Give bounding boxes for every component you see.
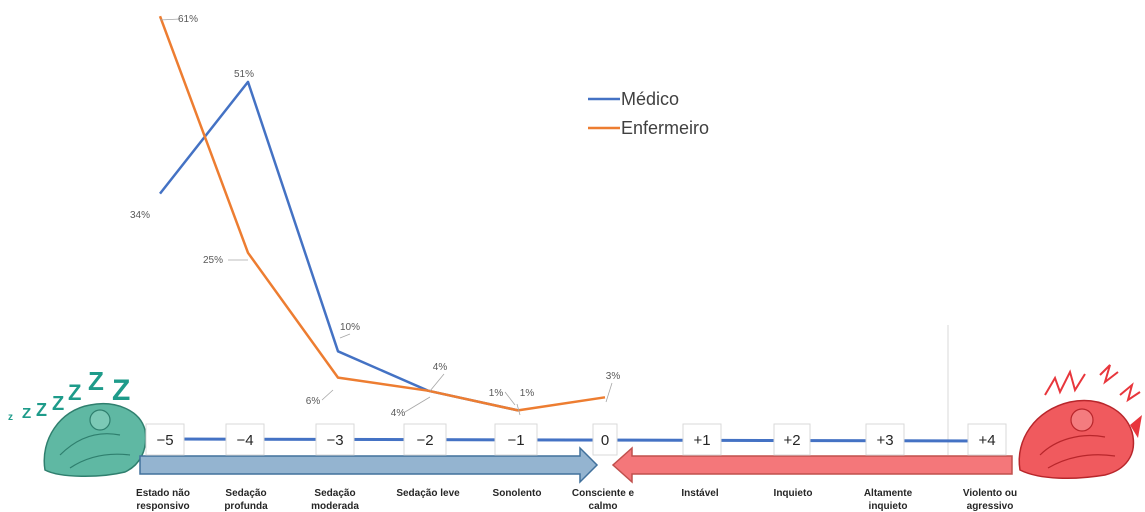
state-label: Consciente e xyxy=(572,488,635,499)
sedation-arrow xyxy=(139,446,599,484)
state-label: Sonolento xyxy=(493,488,542,499)
leader-line xyxy=(404,396,431,413)
scale-box-9 xyxy=(967,423,1007,456)
state-label: Sedação leve xyxy=(396,488,460,499)
svg-text:Z: Z xyxy=(52,393,64,415)
state-label: agressivo xyxy=(967,501,1014,512)
svg-text:Z: Z xyxy=(68,380,81,405)
scale-value-label: −5 xyxy=(156,432,173,449)
state-label: Altamente xyxy=(864,488,913,499)
state-label: Sedação xyxy=(225,488,266,499)
scale-value-label: +2 xyxy=(783,432,800,449)
state-label: moderada xyxy=(311,501,359,512)
leader-line xyxy=(321,389,334,401)
leader-line xyxy=(429,373,445,392)
data-label-enfermeiro: 6% xyxy=(306,396,321,407)
leader-line xyxy=(516,403,521,416)
scale-box-1 xyxy=(225,423,265,456)
scale-box-4 xyxy=(494,423,538,456)
data-label-enfermeiro: 1% xyxy=(520,388,535,399)
data-label-enfermeiro: 25% xyxy=(203,255,223,266)
scale-box-0 xyxy=(145,423,185,456)
scale-value-label: +4 xyxy=(978,432,995,449)
state-label: calmo xyxy=(589,501,618,512)
state-label: inquieto xyxy=(869,501,908,512)
data-label-medico: 10% xyxy=(340,322,360,333)
scale-box-5 xyxy=(592,423,618,456)
state-label: Sedação xyxy=(314,488,355,499)
state-label: Estado não xyxy=(136,488,190,499)
scale-value-label: 0 xyxy=(601,432,609,449)
leader-line xyxy=(159,18,181,21)
data-label-enfermeiro: 4% xyxy=(433,362,448,373)
data-label-medico: 1% xyxy=(489,388,504,399)
svg-text:Z: Z xyxy=(36,400,47,420)
leader-line xyxy=(504,391,516,406)
legend: Médico Enfermeiro xyxy=(588,89,709,138)
series-line-medico xyxy=(159,80,519,412)
legend-label-medico: Médico xyxy=(621,89,679,109)
scale-value-label: −1 xyxy=(507,432,524,449)
state-label: responsivo xyxy=(136,501,189,512)
legend-label-enfermeiro: Enfermeiro xyxy=(621,118,709,138)
scale-value-label: +1 xyxy=(693,432,710,449)
agitation-arrow xyxy=(611,446,1013,484)
scale-box-6 xyxy=(682,423,722,456)
data-label-enfermeiro: 3% xyxy=(606,371,621,382)
scale-box-3 xyxy=(403,423,447,456)
scale-value-label: +3 xyxy=(876,432,893,449)
data-label-enfermeiro: 61% xyxy=(178,14,198,25)
agitated-person-icon xyxy=(1018,364,1142,480)
state-label: Instável xyxy=(681,488,718,499)
svg-text:z: z xyxy=(8,412,13,423)
data-label-medico: 4% xyxy=(391,408,406,419)
leader-line xyxy=(605,382,613,403)
scale-value-label: −3 xyxy=(326,432,343,449)
scale-box-2 xyxy=(315,423,355,456)
scale-box-7 xyxy=(773,423,811,456)
scale-baseline xyxy=(165,437,993,443)
scale-value-label: −4 xyxy=(236,432,253,449)
scale-value-label: −2 xyxy=(416,432,433,449)
state-label: profunda xyxy=(224,501,268,512)
data-label-medico: 51% xyxy=(234,69,254,80)
svg-text:Z: Z xyxy=(22,405,31,422)
sleeping-person-icon: z Z Z Z Z Z Z xyxy=(8,366,147,477)
series-line-enfermeiro xyxy=(158,15,606,412)
svg-text:Z: Z xyxy=(112,374,130,407)
state-label: Inquieto xyxy=(774,488,813,499)
data-label-medico: 34% xyxy=(130,210,150,221)
state-label: Violento ou xyxy=(963,488,1017,499)
leader-line xyxy=(339,333,351,339)
scale-box-8 xyxy=(865,423,905,456)
svg-text:Z: Z xyxy=(88,366,104,396)
